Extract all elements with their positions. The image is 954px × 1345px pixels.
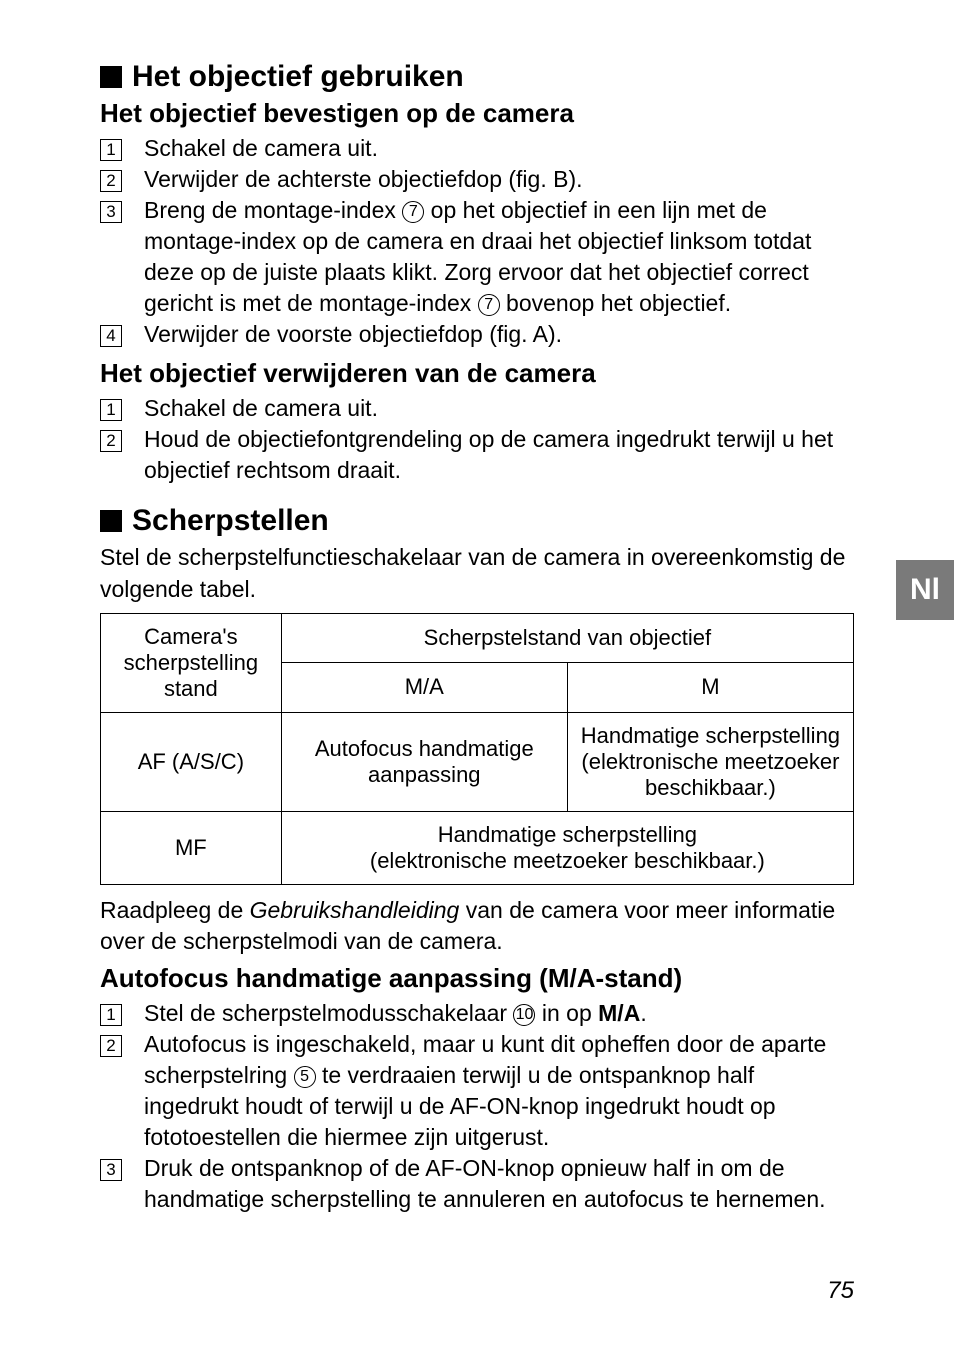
steps-attach: 1Schakel de camera uit.2Verwijder de ach… [100,133,854,350]
step-number: 3 [100,195,144,226]
step-number: 2 [100,424,144,455]
step-item: 2Verwijder de achterste objectiefdop (fi… [100,164,854,195]
language-tab: Nl [896,560,954,620]
square-bullet-icon [100,66,122,88]
table-header-lens: Scherpstelstand van objectief [281,613,853,663]
table-row2-cam: MF [101,811,282,884]
focus-intro: Stel de scherpstelfunctieschakelaar van … [100,542,854,604]
subtitle-attach: Het objectief bevestigen op de camera [100,98,854,129]
step-text: Schakel de camera uit. [144,393,854,424]
circled-ref-7: 7 [402,201,424,223]
step-item: 1Stel de scherpstelmodusschakelaar 10 in… [100,998,854,1029]
step-number: 1 [100,133,144,164]
section-title-text: Scherpstellen [132,504,329,538]
step-text: Verwijder de achterste objectiefdop (fig… [144,164,854,195]
step-item: 3Breng de montage-index 7 op het objecti… [100,195,854,319]
step-number: 3 [100,1153,144,1184]
step-item: 2Autofocus is ingeschakeld, maar u kunt … [100,1029,854,1153]
page-number: 75 [827,1277,854,1305]
step-number: 1 [100,998,144,1029]
circled-ref-10: 10 [513,1004,535,1026]
square-bullet-icon [100,510,122,532]
table-row1-ma: Autofocus handmatige aanpassing [281,712,567,811]
circled-ref-7: 7 [478,294,500,316]
step-number: 1 [100,393,144,424]
step-text: Schakel de camera uit. [144,133,854,164]
table-row1-cam: AF (A/S/C) [101,712,282,811]
step-item: 4Verwijder de voorste objectiefdop (fig.… [100,319,854,350]
step-number: 4 [100,319,144,350]
step-item: 3Druk de ontspanknop of de AF-ON-knop op… [100,1153,854,1215]
subtitle-ma-mode: Autofocus handmatige aanpassing (M/A-sta… [100,963,854,994]
step-number: 2 [100,164,144,195]
steps-ma: 1Stel de scherpstelmodusschakelaar 10 in… [100,998,854,1215]
section-title-text: Het objectief gebruiken [132,60,464,94]
subtitle-detach: Het objectief verwijderen van de camera [100,358,854,389]
section-title-using-lens: Het objectief gebruiken [100,60,854,94]
circled-ref-5: 5 [294,1066,316,1088]
table-header-camera: Camera's scherpstelling stand [101,613,282,712]
steps-detach: 1Schakel de camera uit.2Houd de objectie… [100,393,854,486]
step-number: 2 [100,1029,144,1060]
step-item: 1Schakel de camera uit. [100,393,854,424]
step-text: Druk de ontspanknop of de AF-ON-knop opn… [144,1153,854,1215]
table-row1-m: Handmatige scherpstelling (elektronische… [567,712,853,811]
focus-mode-table: Camera's scherpstelling stand Scherpstel… [100,613,854,885]
step-text: Houd de objectiefontgrendeling op de cam… [144,424,854,486]
step-text: Autofocus is ingeschakeld, maar u kunt d… [144,1029,854,1153]
section-title-focus: Scherpstellen [100,504,854,538]
step-text: Breng de montage-index 7 op het objectie… [144,195,854,319]
step-text: Stel de scherpstelmodusschakelaar 10 in … [144,998,854,1029]
table-col-m: M [567,663,853,713]
step-item: 1Schakel de camera uit. [100,133,854,164]
table-col-ma: M/A [281,663,567,713]
step-text: Verwijder de voorste objectiefdop (fig. … [144,319,854,350]
table-row2-span: Handmatige scherpstelling(elektronische … [281,811,853,884]
after-table-note: Raadpleeg de Gebruikshandleiding van de … [100,895,854,957]
step-item: 2Houd de objectiefontgrendeling op de ca… [100,424,854,486]
